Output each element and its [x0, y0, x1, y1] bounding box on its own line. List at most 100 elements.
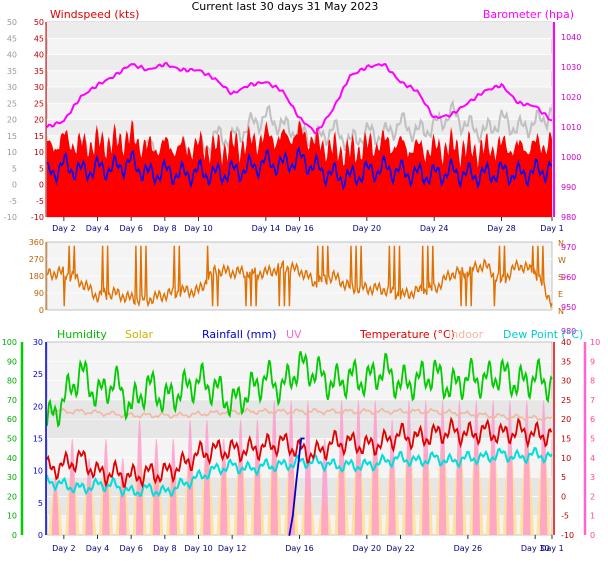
temperature-x-tick: Day 16 — [285, 544, 314, 553]
compass-label: E — [558, 290, 563, 299]
windspeed-label: Windspeed (kts) — [50, 8, 139, 21]
wind-x-tick: Day 14 — [252, 224, 281, 233]
humidity-y-tick: 40 — [7, 454, 17, 463]
wind-outer-y-tick: 0 — [12, 181, 17, 190]
uv-y-tick: 3 — [590, 473, 595, 482]
compass-label: W — [558, 256, 566, 265]
temperature-x-tick: Day 4 — [86, 544, 109, 553]
rain-y-tick: 20 — [33, 402, 43, 411]
humidity-line — [46, 351, 553, 428]
uv-y-tick: 6 — [590, 415, 595, 424]
temperature-x-tick: Day 8 — [153, 544, 176, 553]
indoor-line — [46, 407, 553, 423]
uv-hump — [539, 399, 548, 535]
wind-outer-y-tick: 10 — [7, 148, 17, 157]
compass-label: N — [558, 239, 564, 248]
uv-hump — [152, 438, 161, 535]
humidity-series — [46, 351, 553, 428]
rain-y-tick: 30 — [33, 338, 43, 347]
temperature-x-tick: Day 30 — [521, 544, 550, 553]
wind-y-tick: 35 — [34, 67, 44, 76]
direction-y-tick: 90 — [34, 289, 44, 298]
rainfall-series — [288, 437, 305, 536]
barometer-y-tick: 950 — [561, 303, 576, 312]
temperature-y-tick: 30 — [561, 377, 571, 386]
wind-y-tick: 40 — [34, 51, 44, 60]
windspeed-series — [46, 119, 553, 217]
uv-hump — [472, 399, 480, 535]
barometer-y-tick: 990 — [561, 183, 576, 192]
barometer-y-tick: 1020 — [561, 93, 581, 102]
uv-hump — [51, 477, 60, 535]
temperature-x-tick: Day 10 — [184, 544, 213, 553]
temperature-x-tick: Day 12 — [218, 544, 247, 553]
rainfall-line — [288, 437, 305, 536]
wind-outer-y-tick: 35 — [7, 67, 17, 76]
direction-y-tick: 360 — [29, 238, 44, 247]
barometer-y-tick: 1010 — [561, 123, 581, 132]
rainfall-label: Rainfall (mm) — [202, 328, 276, 341]
direction-y-tick: 180 — [29, 272, 44, 281]
chart-title: Current last 30 days 31 May 2023 — [192, 0, 379, 13]
humidity-y-tick: 30 — [7, 473, 17, 482]
uv-y-tick: 4 — [590, 454, 595, 463]
compass-label: N — [558, 307, 564, 316]
wind-x-tick: Day 2 — [52, 224, 75, 233]
uv-hump — [270, 399, 278, 535]
wind-x-tick: Day 28 — [487, 224, 516, 233]
uv-hump — [287, 399, 295, 535]
wind-y-tick: -10 — [31, 213, 44, 222]
uv-hump — [489, 399, 497, 535]
temperature-y-tick: 5 — [561, 473, 566, 482]
temperature-y-tick: -5 — [561, 512, 569, 521]
wind-y-tick: 10 — [34, 148, 44, 157]
wind-outer-y-tick: 30 — [7, 83, 17, 92]
wind-y-tick: 50 — [34, 18, 44, 27]
wind-y-tick: 30 — [34, 83, 44, 92]
wind-y-tick: 0 — [39, 181, 44, 190]
barometer-y-tick: 970 — [561, 243, 576, 252]
uv-series — [51, 399, 548, 535]
direction-line — [46, 245, 553, 309]
wind-outer-y-tick: -10 — [4, 213, 17, 222]
temperature-y-ticks: 40 35 30 25 20 15 10 5 0 -5 -10 — [553, 338, 574, 540]
uv-y-tick: 9 — [590, 357, 595, 366]
uv-hump — [68, 438, 76, 535]
humidity-y-tick: 70 — [7, 396, 17, 405]
wind-outer-y-tick: 5 — [12, 164, 17, 173]
uv-hump — [422, 399, 430, 535]
direction-y-tick: 270 — [29, 255, 44, 264]
uv-y-tick: 8 — [590, 377, 595, 386]
direction-y-ticks: 360 270 180 90 0 — [29, 238, 47, 315]
wind-y-tick: 15 — [34, 132, 44, 141]
wind-y-tick: 20 — [34, 116, 44, 125]
wind-x-tick: Day 1 — [540, 224, 563, 233]
humidity-y-tick: 60 — [7, 415, 17, 424]
barometer-series — [46, 61, 553, 135]
temperature-y-tick: 10 — [561, 454, 571, 463]
uv-y-tick: 7 — [590, 396, 595, 405]
humidity-y-tick: 10 — [7, 512, 17, 521]
temperature-x-ticks: Day 2 Day 4 Day 6 Day 8 Day 10 Day 12 Day 16 Da… — [52, 535, 564, 553]
barometer-y-tick: 1040 — [561, 33, 581, 42]
direction-y-tick: 0 — [39, 306, 44, 315]
temperature-y-tick: 35 — [561, 357, 571, 366]
temperature-y-tick: 25 — [561, 396, 571, 405]
temperature-y-tick: 0 — [561, 492, 566, 501]
temperature-label: Temperature (°C) — [359, 328, 455, 341]
temperature-x-tick: Day 2 — [52, 544, 75, 553]
temperature-y-tick: 20 — [561, 415, 571, 424]
direction-series — [46, 245, 553, 309]
wind-x-tick: Day 16 — [285, 224, 314, 233]
barometer-y-tick: 1000 — [561, 153, 581, 162]
wind-y-tick: 5 — [39, 164, 44, 173]
windspeed-area — [47, 119, 552, 217]
